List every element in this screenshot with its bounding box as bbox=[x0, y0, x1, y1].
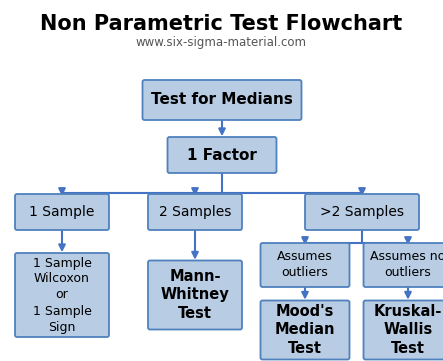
FancyBboxPatch shape bbox=[260, 243, 350, 287]
Text: 1 Sample
Wilcoxon
or
1 Sample
Sign: 1 Sample Wilcoxon or 1 Sample Sign bbox=[33, 257, 91, 334]
FancyBboxPatch shape bbox=[364, 243, 443, 287]
FancyBboxPatch shape bbox=[148, 194, 242, 230]
Text: Mood's
Median
Test: Mood's Median Test bbox=[275, 304, 335, 356]
FancyBboxPatch shape bbox=[305, 194, 419, 230]
Text: >2 Samples: >2 Samples bbox=[320, 205, 404, 219]
Text: www.six-sigma-material.com: www.six-sigma-material.com bbox=[136, 36, 307, 49]
Text: Non Parametric Test Flowchart: Non Parametric Test Flowchart bbox=[40, 14, 403, 34]
Text: 1 Sample: 1 Sample bbox=[29, 205, 95, 219]
FancyBboxPatch shape bbox=[15, 194, 109, 230]
FancyBboxPatch shape bbox=[15, 253, 109, 337]
Text: 1 Factor: 1 Factor bbox=[187, 148, 257, 162]
Text: Test for Medians: Test for Medians bbox=[151, 92, 293, 108]
FancyBboxPatch shape bbox=[364, 300, 443, 360]
Text: Assumes
outliers: Assumes outliers bbox=[277, 251, 333, 279]
Text: Kruskal-
Wallis
Test: Kruskal- Wallis Test bbox=[374, 304, 442, 356]
Text: 2 Samples: 2 Samples bbox=[159, 205, 231, 219]
FancyBboxPatch shape bbox=[167, 137, 276, 173]
FancyBboxPatch shape bbox=[148, 261, 242, 330]
FancyBboxPatch shape bbox=[143, 80, 302, 120]
Text: Assumes no
outliers: Assumes no outliers bbox=[370, 251, 443, 279]
Text: Mann-
Whitney
Test: Mann- Whitney Test bbox=[161, 269, 229, 321]
FancyBboxPatch shape bbox=[260, 300, 350, 360]
